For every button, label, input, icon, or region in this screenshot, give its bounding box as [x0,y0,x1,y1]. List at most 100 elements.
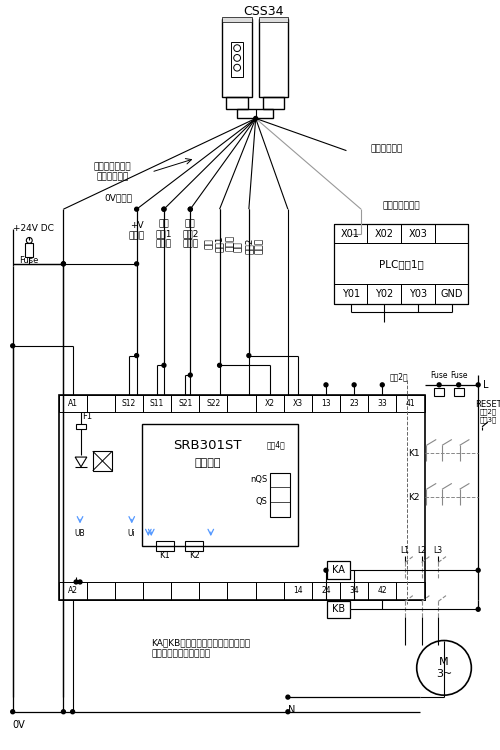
Bar [284,394,312,412]
Bar [222,19,252,97]
Text: QS: QS [256,497,268,506]
Text: 安全
入力2
（桃）: 安全 入力2 （桃） [182,219,198,249]
Circle shape [134,207,138,212]
Bar [258,19,288,97]
Circle shape [70,710,74,714]
Bar [312,582,340,599]
Circle shape [437,383,441,387]
Text: PLC（注1）: PLC（注1） [378,259,424,268]
Bar [340,394,368,412]
Bar [340,582,368,599]
Text: A2: A2 [68,586,78,596]
Text: S11: S11 [150,399,164,408]
Circle shape [352,383,356,387]
Bar [232,42,243,77]
Bar [401,224,435,243]
Text: L: L [483,380,488,390]
Bar [171,394,200,412]
Circle shape [162,207,166,212]
Text: KA: KA [332,566,345,575]
Text: Fuse: Fuse [430,371,448,380]
Text: 23: 23 [350,399,359,408]
Bar [312,394,340,412]
Bar [86,394,115,412]
Text: 接続ケーブルの
リード線の色: 接続ケーブルの リード線の色 [94,163,131,182]
Bar [143,394,171,412]
Bar [284,582,312,599]
Text: 14: 14 [293,586,302,596]
Bar [256,394,284,412]
Bar [396,394,424,412]
Circle shape [247,353,251,358]
Circle shape [324,383,328,387]
Bar [92,452,112,471]
Text: 34: 34 [350,586,359,596]
Bar [26,243,33,257]
Bar [237,109,273,118]
Bar [435,224,468,243]
Text: X3: X3 [293,399,303,408]
Text: 安全
出力1
（黄）: 安全 出力1 （黄） [204,235,234,251]
Circle shape [74,580,78,584]
Text: （注4）: （注4） [267,441,285,450]
Text: Fuse: Fuse [20,256,39,265]
Bar [142,424,298,546]
Text: Y02: Y02 [375,289,394,299]
Text: S21: S21 [178,399,192,408]
Bar [58,582,86,599]
Text: K2: K2 [408,493,420,502]
Bar [200,394,228,412]
Circle shape [456,383,460,387]
Bar [200,582,228,599]
Bar [226,97,248,109]
Circle shape [218,363,222,368]
Text: Ui: Ui [128,530,136,538]
Bar [327,562,350,579]
Bar [228,394,256,412]
Text: 診断出力（灰）: 診断出力（灰） [382,202,420,211]
Circle shape [476,568,480,572]
Text: nQS: nQS [250,475,268,484]
Bar [401,284,435,304]
Bar [435,284,468,304]
Text: S12: S12 [122,399,136,408]
Text: L1: L1 [400,546,409,555]
Bar [454,388,464,395]
Text: 安全
入力1
（茶）: 安全 入力1 （茶） [156,219,172,249]
Text: （注2）: （注2） [390,373,408,382]
Text: 未使用（赤）: 未使用（赤） [371,144,403,153]
Circle shape [188,207,192,212]
Bar [58,394,424,599]
Circle shape [10,710,14,714]
Text: （注3）: （注3） [480,417,496,423]
Bar [334,224,468,304]
Bar [368,394,396,412]
Text: K1: K1 [160,551,170,560]
Circle shape [134,353,138,358]
Text: N: N [288,705,296,715]
Circle shape [78,580,82,584]
Circle shape [188,374,192,377]
Text: 33: 33 [378,399,387,408]
Circle shape [10,344,14,348]
Bar [334,224,368,243]
Bar [368,582,396,599]
Text: CSS34: CSS34 [243,5,284,18]
Bar [258,17,288,22]
Text: 安全
出力2
（青）: 安全 出力2 （青） [234,238,264,254]
Circle shape [254,116,258,121]
Circle shape [162,207,166,212]
Bar [156,541,174,550]
Text: X01: X01 [341,229,360,238]
Text: UB: UB [74,530,86,538]
Bar [171,582,200,599]
Text: 42: 42 [378,586,387,596]
Text: Fuse: Fuse [450,371,468,380]
Circle shape [62,262,66,266]
Circle shape [162,363,166,368]
Bar [115,582,143,599]
Bar [143,582,171,599]
Text: SRB301ST: SRB301ST [174,439,242,452]
Text: （注2）: （注2） [480,409,496,416]
Circle shape [188,207,192,212]
